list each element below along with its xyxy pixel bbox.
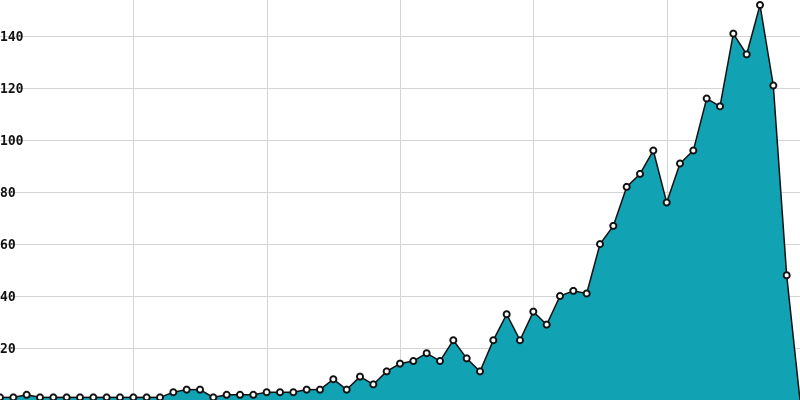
data-point — [302, 385, 311, 394]
data-point — [436, 357, 444, 366]
data-point — [209, 393, 218, 400]
data-point — [129, 393, 138, 400]
data-point — [769, 81, 778, 90]
data-point — [529, 307, 538, 316]
area-fill — [0, 5, 800, 400]
data-point — [676, 159, 684, 168]
data-point — [316, 385, 324, 394]
data-point — [569, 286, 578, 295]
data-point — [342, 385, 351, 394]
data-point — [396, 359, 404, 368]
y-tick-label: 140 — [0, 30, 24, 45]
data-point — [62, 393, 71, 400]
data-point — [649, 146, 658, 155]
data-point — [716, 102, 724, 111]
data-point — [22, 390, 31, 399]
data-point — [382, 367, 391, 376]
data-point — [9, 393, 18, 400]
data-point — [236, 390, 244, 399]
data-point — [409, 357, 418, 366]
data-point — [476, 367, 484, 376]
data-point — [89, 393, 98, 400]
data-point — [222, 390, 231, 399]
data-point — [116, 393, 124, 400]
y-tick-label: 20 — [0, 342, 16, 357]
data-point — [182, 385, 191, 394]
data-point — [289, 388, 298, 397]
data-point — [622, 182, 631, 191]
data-point — [276, 388, 284, 397]
data-point — [729, 29, 738, 38]
data-point — [196, 385, 204, 394]
data-point — [489, 336, 498, 345]
y-tick-label: 80 — [0, 186, 16, 201]
data-point — [542, 320, 551, 329]
data-point — [76, 393, 84, 400]
y-tick-label: 40 — [0, 290, 16, 305]
data-point — [596, 240, 604, 249]
data-point — [422, 349, 431, 358]
data-point — [102, 393, 111, 400]
data-point — [662, 198, 671, 207]
data-point — [329, 375, 338, 384]
data-point — [502, 310, 511, 319]
data-point — [582, 289, 591, 298]
data-point — [449, 336, 458, 345]
data-point — [249, 390, 258, 399]
data-point — [36, 393, 44, 400]
data-point — [369, 380, 378, 389]
data-point — [556, 292, 564, 301]
data-point — [262, 388, 271, 397]
data-point — [0, 393, 4, 400]
data-point — [756, 1, 764, 9]
data-point — [702, 94, 711, 103]
data-point — [462, 354, 471, 363]
y-tick-label: 100 — [0, 134, 24, 149]
data-point — [356, 372, 364, 381]
data-point — [636, 169, 644, 178]
data-point — [782, 271, 791, 280]
y-tick-labels: 20 40 60 80 100 120 140 — [0, 30, 24, 357]
y-tick-label: 120 — [0, 82, 24, 97]
data-point — [169, 388, 178, 397]
data-point — [156, 393, 164, 400]
data-point — [49, 393, 58, 400]
data-point — [742, 50, 751, 59]
data-point — [689, 146, 698, 155]
data-point — [142, 393, 151, 400]
y-tick-label: 60 — [0, 238, 16, 253]
data-point — [516, 336, 524, 345]
data-point — [609, 221, 618, 230]
